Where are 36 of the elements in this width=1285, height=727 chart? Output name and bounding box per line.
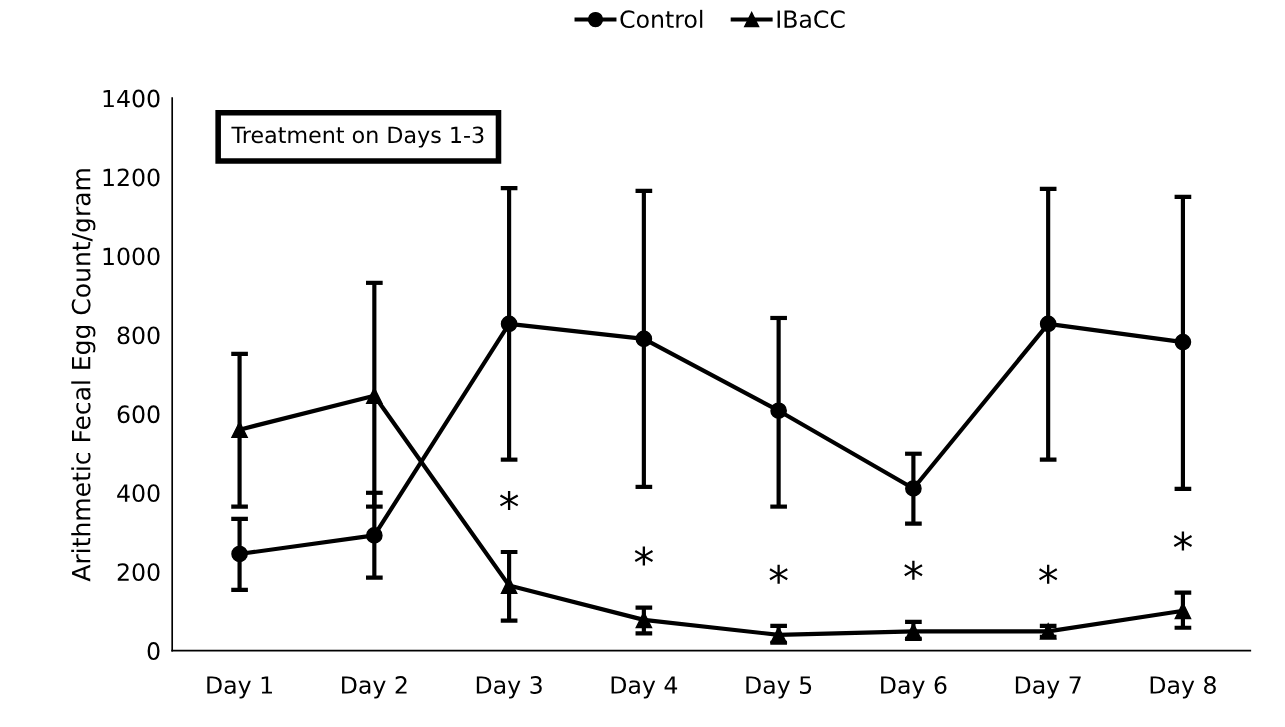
y-tick-label: 600: [117, 405, 160, 424]
annotation: *: [499, 490, 519, 510]
x-tick-label: Day 2: [342, 676, 407, 699]
point: [366, 387, 383, 405]
x-tick-label: Day 1: [207, 676, 272, 699]
annotation: *: [1038, 564, 1058, 584]
x-tick-label: Day 5: [746, 676, 812, 699]
annotation: *: [904, 560, 923, 580]
annotation: *: [1173, 531, 1193, 551]
y-tick-label: 1200: [103, 168, 160, 187]
x-tick-label: Day 6: [881, 676, 947, 699]
x-tick-label: Day 4: [611, 676, 678, 699]
point: [635, 330, 653, 348]
y-tick-label: 1000: [103, 247, 160, 266]
y-tick-label: 200: [117, 563, 160, 582]
y-tick-label: 1400: [103, 89, 160, 108]
x-tick-label: Day 8: [1150, 676, 1216, 699]
x-tick-label: Day 7: [1015, 676, 1081, 699]
point: [770, 402, 787, 420]
annotation: Treatment on Days 1-3: [231, 126, 484, 148]
y-tick-label: 400: [117, 484, 160, 503]
point: [500, 315, 518, 333]
legend-label: IBaCC: [777, 10, 845, 29]
y-tick-label: 0: [147, 642, 160, 660]
annotation: *: [634, 546, 654, 566]
y-axis-title: Arithmetic Fecal Egg Count/gram: [71, 169, 96, 582]
y-tick-label: 800: [117, 326, 160, 345]
legend-label: Control: [620, 9, 703, 29]
point: [366, 527, 383, 544]
annotation: *: [769, 564, 788, 584]
point: [231, 545, 248, 563]
point: [905, 480, 922, 497]
point: [231, 421, 248, 438]
point: [1039, 315, 1057, 333]
point: [1174, 333, 1192, 351]
x-tick-label: Day 3: [476, 676, 542, 699]
